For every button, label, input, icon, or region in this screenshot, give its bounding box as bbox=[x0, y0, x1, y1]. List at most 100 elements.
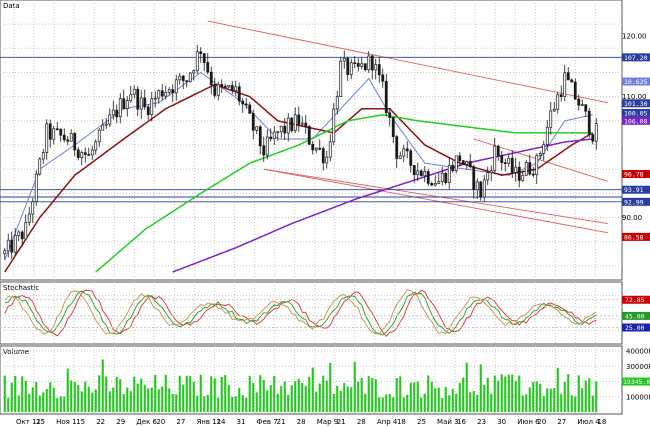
x-tick-label: Дек 6 bbox=[136, 418, 157, 426]
volume-bar bbox=[73, 381, 76, 412]
candle-body bbox=[94, 141, 98, 151]
candle-body bbox=[388, 112, 392, 118]
price-tag-label: 10.635 bbox=[624, 78, 648, 86]
candle-body bbox=[391, 117, 395, 137]
volume-bar bbox=[539, 383, 542, 412]
candle-body bbox=[433, 183, 437, 186]
x-tick-label: Окт 11 bbox=[16, 418, 41, 426]
candle-body bbox=[192, 70, 196, 74]
volume-bar bbox=[388, 394, 391, 412]
candle-body bbox=[521, 174, 525, 181]
candle-body bbox=[444, 172, 448, 183]
volume-bar bbox=[584, 380, 587, 412]
volume-panel: Volume 40000K30000K20000K10000K19345.00 bbox=[0, 345, 650, 415]
volume-tag-label: 19345.00 bbox=[623, 378, 650, 386]
candle-body bbox=[136, 88, 140, 110]
volume-bar bbox=[192, 381, 195, 412]
volume-bar bbox=[262, 379, 265, 412]
candle-body bbox=[412, 165, 416, 176]
candle-body bbox=[409, 150, 413, 166]
volume-bar bbox=[80, 391, 83, 412]
candle-body bbox=[216, 84, 220, 96]
volume-bar bbox=[31, 387, 34, 412]
candle-body bbox=[479, 181, 483, 198]
candle-body bbox=[594, 123, 598, 142]
volume-bar bbox=[581, 388, 584, 412]
x-tick-label: 15 bbox=[76, 418, 85, 426]
candle-body bbox=[353, 62, 357, 64]
volume-bar bbox=[346, 386, 349, 412]
volume-bar bbox=[269, 385, 272, 412]
x-tick-label: 27 bbox=[557, 418, 566, 426]
volume-bar bbox=[591, 395, 594, 412]
candle-body bbox=[139, 97, 143, 110]
volume-bar bbox=[329, 363, 332, 412]
price-panel-frame bbox=[0, 0, 623, 281]
candle-body bbox=[244, 103, 248, 106]
volume-bar bbox=[290, 385, 293, 412]
candle-body bbox=[41, 152, 45, 160]
volume-bar bbox=[245, 397, 248, 412]
candle-body bbox=[146, 106, 150, 116]
volume-bar bbox=[416, 381, 419, 412]
candle-body bbox=[101, 124, 105, 131]
volume-bar bbox=[570, 395, 573, 412]
volume-bar bbox=[458, 382, 461, 412]
volume-bar bbox=[311, 367, 314, 412]
candle-body bbox=[108, 114, 112, 125]
candle-body bbox=[59, 128, 63, 136]
candle-body bbox=[384, 80, 388, 114]
candle-body bbox=[132, 88, 136, 95]
volume-bar bbox=[276, 393, 279, 412]
candle-body bbox=[507, 157, 511, 164]
price-tag-label: 106.08 bbox=[624, 117, 648, 125]
stochastic-tag bbox=[622, 323, 650, 332]
candle-body bbox=[570, 79, 574, 83]
volume-bar bbox=[451, 388, 454, 412]
volume-axis: 40000K30000K20000K10000K19345.00 bbox=[622, 348, 650, 401]
candle-body bbox=[258, 126, 262, 147]
price-tag bbox=[622, 185, 650, 194]
volume-bar bbox=[343, 383, 346, 412]
candle-body bbox=[227, 85, 231, 88]
volume-bar bbox=[455, 393, 458, 412]
price-tag-label: 93.91 bbox=[624, 186, 644, 194]
candle-body bbox=[482, 179, 486, 198]
volume-bar bbox=[171, 394, 174, 412]
candle-body bbox=[587, 110, 591, 135]
volume-bar bbox=[45, 388, 48, 412]
volume-bar bbox=[546, 388, 549, 412]
candle-body bbox=[55, 128, 59, 131]
volume-bar bbox=[479, 364, 482, 412]
volume-bar bbox=[252, 383, 255, 412]
x-tick-label: 20 bbox=[537, 418, 546, 426]
volume-bar bbox=[24, 381, 27, 412]
volume-bar bbox=[157, 389, 160, 412]
volume-bar bbox=[371, 377, 374, 412]
candle-body bbox=[559, 94, 563, 97]
x-tick-label: 28 bbox=[357, 418, 366, 426]
candle-body bbox=[52, 128, 56, 140]
candle-body bbox=[566, 72, 570, 81]
channel-line bbox=[263, 168, 608, 225]
candle-body bbox=[171, 89, 175, 94]
stochastic-panel: Stochastic 72.85 45.00 25.00 bbox=[0, 281, 650, 345]
volume-bar bbox=[255, 392, 258, 412]
volume-bar bbox=[406, 394, 409, 412]
candle-body bbox=[181, 75, 185, 81]
candle-body bbox=[549, 110, 553, 128]
candle-body bbox=[10, 239, 14, 253]
stochastic-tag-label: 45.00 bbox=[625, 312, 645, 320]
candle-body bbox=[367, 55, 371, 71]
candle-body bbox=[475, 181, 479, 191]
candle-body bbox=[279, 125, 283, 133]
volume-bar bbox=[402, 397, 405, 412]
candle-body bbox=[580, 104, 584, 106]
price-tag bbox=[622, 116, 650, 125]
candle-body bbox=[265, 136, 269, 156]
volume-bar bbox=[77, 385, 80, 412]
volume-bar bbox=[574, 396, 577, 412]
volume-bar bbox=[423, 393, 426, 412]
candle-body bbox=[66, 139, 70, 142]
